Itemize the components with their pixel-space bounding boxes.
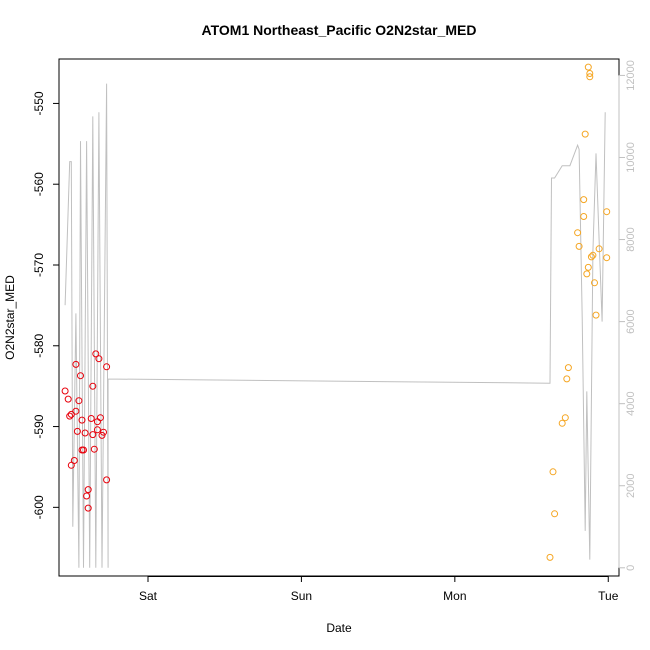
y-tick-label: -560 [32, 172, 46, 196]
secondary-series-line [64, 83, 606, 568]
data-point-orange [549, 468, 557, 476]
data-point-orange [574, 229, 582, 237]
plot-area-box [58, 58, 620, 577]
y-axis-left: -600 -590 -580 -570 -560 -550 [32, 91, 60, 519]
data-point-orange [589, 251, 597, 259]
data-point-orange [551, 510, 559, 518]
data-point-red [84, 504, 92, 512]
y2-tick-label: 6000 [625, 309, 637, 333]
data-point-red [80, 446, 87, 454]
data-point-orange [583, 270, 591, 278]
y-tick-label: -570 [32, 253, 46, 277]
data-point-red [75, 397, 83, 405]
data-point-orange [595, 245, 603, 253]
data-point-red [66, 412, 74, 420]
data-point-red [90, 445, 98, 453]
data-point-red [84, 486, 92, 494]
data-point-red [87, 415, 95, 422]
x-axis: Sat Sun Mon Tue [139, 576, 619, 603]
data-point-red [81, 429, 89, 437]
data-point-orange [592, 311, 600, 319]
y-tick-label: -550 [32, 91, 46, 115]
data-point-red [77, 372, 84, 380]
data-point-orange [587, 253, 595, 261]
data-point-orange [575, 242, 583, 250]
secondary-line-layer [64, 83, 606, 568]
data-point-orange [561, 414, 569, 422]
x-axis-label: Date [326, 621, 352, 635]
y2-tick-label: 0 [625, 565, 637, 571]
data-point-red [61, 387, 69, 395]
data-point-orange [603, 208, 611, 216]
x-tick-label: Sun [291, 589, 312, 603]
data-point-red [83, 492, 91, 500]
data-point-orange [591, 279, 598, 287]
data-point-red [70, 457, 78, 464]
y2-tick-label: 4000 [625, 391, 637, 415]
data-point-red [93, 426, 101, 434]
data-point-orange [581, 130, 589, 138]
data-point-orange [580, 196, 588, 204]
data-point-orange [558, 419, 566, 427]
y2-tick-label: 2000 [625, 473, 637, 497]
y2-tick-label: 12000 [625, 60, 637, 91]
data-point-red [78, 416, 86, 424]
data-point-orange [584, 263, 592, 271]
data-point-red [103, 476, 111, 484]
data-point-red [72, 407, 80, 415]
data-point-orange [546, 553, 554, 561]
data-point-red [95, 355, 103, 363]
data-point-red [67, 410, 75, 418]
x-tick-label: Sat [139, 589, 158, 603]
data-point-red [98, 431, 106, 439]
data-point-red [96, 414, 104, 422]
y2-tick-label: 8000 [625, 227, 637, 251]
y2-tick-label: 10000 [625, 142, 637, 173]
y-axis-label: O2N2star_MED [3, 275, 17, 360]
y-axis-right: 0 2000 4000 6000 8000 10000 12000 [618, 60, 637, 571]
y-tick-label: -580 [32, 333, 46, 357]
data-point-orange [586, 73, 594, 81]
data-point-orange [564, 364, 572, 372]
data-point-orange [584, 63, 592, 71]
x-tick-label: Mon [443, 589, 466, 603]
x-tick-label: Tue [598, 589, 619, 603]
data-point-red [103, 363, 111, 371]
chart-title: ATOM1 Northeast_Pacific O2N2star_MED [202, 22, 477, 38]
y-tick-label: -590 [32, 414, 46, 438]
data-point-red [64, 395, 72, 403]
points-layer [61, 63, 611, 561]
data-point-red [72, 360, 80, 368]
data-point-orange [586, 70, 594, 77]
data-point-orange [603, 254, 611, 262]
data-point-orange [580, 213, 588, 220]
data-point-red [89, 382, 97, 390]
y-tick-label: -600 [32, 495, 46, 519]
data-point-red [100, 428, 107, 436]
data-point-red [92, 350, 100, 358]
data-point-red [73, 427, 81, 435]
data-point-orange [563, 375, 571, 383]
data-point-red [89, 431, 97, 439]
